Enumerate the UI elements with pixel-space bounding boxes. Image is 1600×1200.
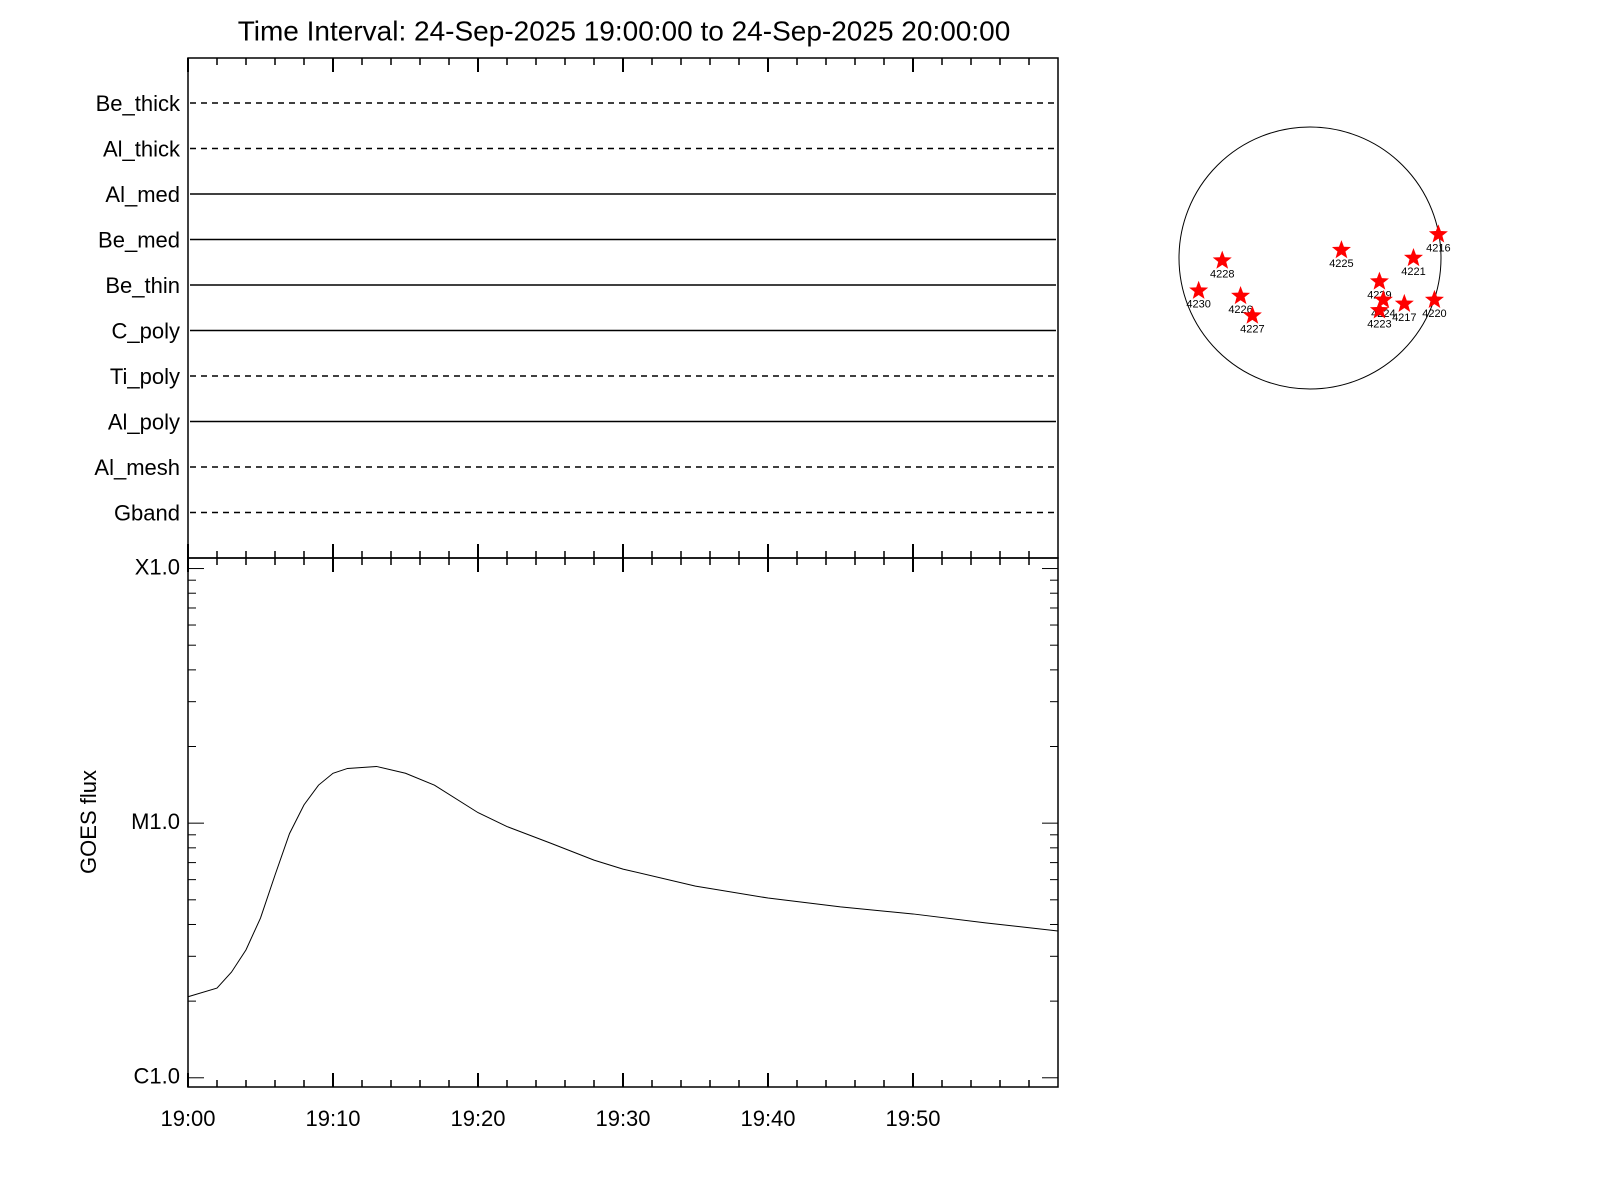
x-tick-label: 19:20 — [450, 1106, 505, 1131]
region-marker — [1189, 280, 1209, 299]
x-tick-label: 19:10 — [305, 1106, 360, 1131]
region-label: 4223 — [1367, 318, 1391, 330]
x-tick-label: 19:30 — [595, 1106, 650, 1131]
filter-label: Al_thick — [103, 136, 181, 161]
x-tick-label: 19:40 — [740, 1106, 795, 1131]
region-marker — [1331, 240, 1351, 259]
filter-label: Be_med — [98, 227, 180, 252]
region-marker — [1373, 289, 1393, 309]
y-tick-label: M1.0 — [131, 809, 180, 834]
region-label: 4227 — [1240, 324, 1264, 336]
region-marker — [1212, 250, 1232, 269]
region-label: 4217 — [1392, 312, 1416, 324]
region-marker — [1369, 300, 1389, 319]
goes-curve — [187, 765, 1059, 998]
filter-label: Be_thin — [105, 273, 180, 298]
x-tick-label: 19:00 — [160, 1106, 215, 1131]
region-label: 4220 — [1422, 308, 1446, 320]
region-label: 4225 — [1329, 258, 1353, 270]
region-marker — [1424, 289, 1444, 309]
filter-label: Ti_poly — [110, 364, 180, 389]
x-tick-label: 19:50 — [885, 1106, 940, 1131]
region-marker — [1242, 305, 1262, 324]
region-label: 4216 — [1426, 242, 1450, 254]
chart-title: Time Interval: 24-Sep-2025 19:00:00 to 2… — [238, 15, 1011, 46]
filter-label: C_poly — [112, 318, 180, 343]
region-label: 4230 — [1186, 299, 1210, 311]
filter-label: Al_poly — [108, 409, 180, 434]
region-marker — [1231, 285, 1251, 305]
region-marker — [1394, 293, 1414, 312]
y-axis-label: GOES flux — [76, 770, 101, 874]
region-marker — [1369, 271, 1389, 290]
region-label: 4228 — [1210, 269, 1234, 281]
filter-label: Be_thick — [96, 91, 181, 116]
filter-label: Gband — [114, 500, 180, 525]
solar-disk — [1178, 126, 1442, 390]
region-label: 4221 — [1401, 266, 1425, 278]
y-tick-label: C1.0 — [134, 1064, 180, 1089]
y-tick-label: X1.0 — [135, 554, 180, 579]
filter-label: Al_med — [105, 182, 180, 207]
filter-label: Al_mesh — [94, 455, 180, 480]
region-marker — [1428, 224, 1448, 243]
region-marker — [1403, 248, 1423, 267]
